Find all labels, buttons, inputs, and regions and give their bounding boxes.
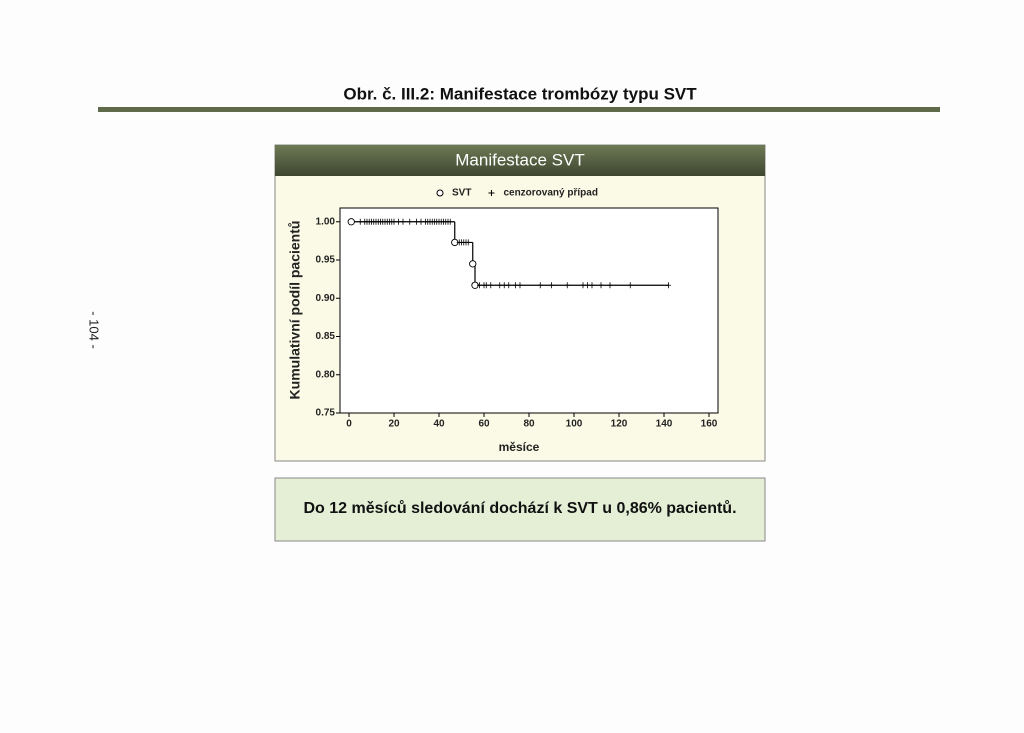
legend-marker (436, 189, 444, 197)
censor-marker (506, 282, 512, 289)
censor-marker (627, 282, 633, 289)
x-axis-label: měsíce (499, 440, 540, 454)
title-rule (98, 107, 940, 112)
censor-marker (465, 239, 471, 246)
censor-marker (357, 218, 363, 225)
censor-marker (447, 218, 453, 225)
y-tick-label: 0.90 (316, 293, 336, 304)
censor-marker (501, 282, 507, 289)
y-tick-label: 0.85 (316, 331, 336, 342)
censor-marker (585, 282, 590, 289)
censor-marker (407, 218, 413, 225)
censor-marker (414, 218, 419, 225)
x-tick-label: 100 (566, 419, 583, 430)
censor-marker (549, 282, 554, 289)
censor-marker (537, 282, 543, 289)
y-tick-label: 0.95 (316, 255, 336, 266)
event-marker (347, 218, 355, 226)
censor-marker (517, 282, 523, 289)
y-axis-label: Kumulativní podíl pacientů (287, 221, 303, 400)
legend-label: SVT (452, 188, 471, 199)
page-number: - 104 - (87, 311, 102, 349)
x-tick-label: 140 (656, 419, 673, 430)
censor-marker (580, 282, 586, 289)
censor-marker (513, 282, 518, 289)
legend-marker (488, 190, 495, 196)
censor-marker (488, 282, 494, 289)
y-tick-label: 0.80 (316, 369, 336, 380)
figure-title: Obr. č. III.2: Manifestace trombózy typu… (343, 84, 697, 103)
chart-title: Manifestace SVT (455, 150, 584, 169)
caption: Do 12 měsíců sledování dochází k SVT u 0… (303, 500, 736, 517)
censor-marker (418, 218, 424, 225)
event-marker (469, 260, 477, 268)
censor-marker (497, 282, 503, 289)
y-tick-label: 1.00 (316, 216, 336, 227)
x-tick-label: 60 (478, 419, 490, 430)
censor-marker (598, 282, 604, 289)
censor-marker (391, 218, 397, 225)
x-tick-label: 80 (523, 419, 535, 430)
x-tick-label: 160 (701, 419, 718, 430)
censor-marker (589, 282, 595, 289)
censor-marker (477, 282, 482, 289)
plot-frame (339, 207, 719, 414)
chart-title-band (275, 145, 765, 176)
x-tick-label: 20 (388, 419, 400, 430)
censor-marker (400, 218, 406, 225)
caption-box (274, 477, 766, 542)
x-tick-label: 120 (611, 419, 628, 430)
censor-marker (666, 282, 671, 289)
censor-marker (607, 282, 613, 289)
y-tick-label: 0.75 (316, 408, 336, 419)
censor-marker (483, 282, 489, 289)
censor-marker (396, 218, 401, 225)
x-tick-label: 40 (433, 419, 445, 430)
legend-label: cenzorovaný případ (503, 188, 597, 199)
censor-marker (564, 282, 570, 289)
chart: 1.00 0.95 0.90 0.85 0.80 0.75 0 20 40 60 80 100 120 1… (316, 188, 718, 430)
x-tick-label: 0 (346, 419, 352, 430)
